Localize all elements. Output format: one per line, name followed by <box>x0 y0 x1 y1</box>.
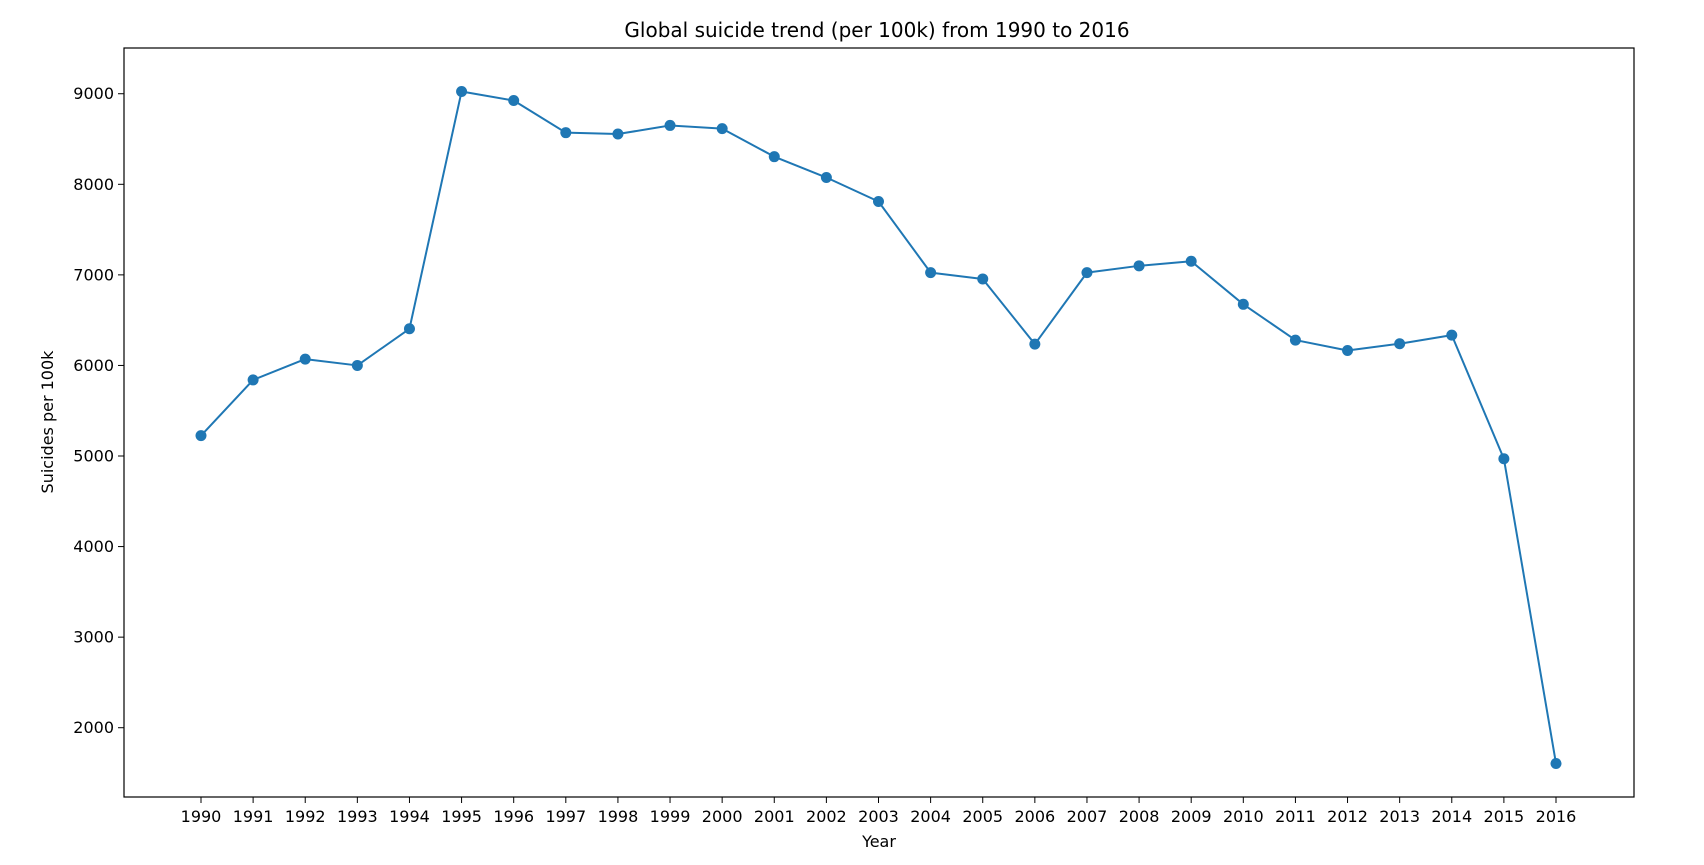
x-tick-label: 2011 <box>1275 807 1316 826</box>
data-point-2006 <box>1029 338 1041 350</box>
chart-title: Global suicide trend (per 100k) from 199… <box>624 18 1129 42</box>
data-point-2013 <box>1394 338 1406 350</box>
x-tick-label: 2003 <box>858 807 899 826</box>
x-tick-label: 2014 <box>1431 807 1472 826</box>
data-point-1999 <box>664 119 676 131</box>
y-tick-label: 5000 <box>73 447 114 466</box>
y-tick-label: 9000 <box>73 84 114 103</box>
data-point-1995 <box>456 85 468 97</box>
x-tick-label: 2010 <box>1223 807 1264 826</box>
data-point-1998 <box>612 128 624 140</box>
x-tick-label: 2009 <box>1171 807 1212 826</box>
y-tick-label: 8000 <box>73 175 114 194</box>
x-tick-label: 2007 <box>1067 807 1108 826</box>
x-tick-label: 1993 <box>337 807 378 826</box>
data-point-2010 <box>1237 298 1249 310</box>
x-tick-label: 1996 <box>493 807 534 826</box>
x-tick-label: 1999 <box>650 807 691 826</box>
data-point-1996 <box>508 95 520 107</box>
y-tick-label: 2000 <box>73 718 114 737</box>
y-tick-label: 7000 <box>73 265 114 284</box>
x-tick-label: 2000 <box>702 807 743 826</box>
y-tick-label: 3000 <box>73 628 114 647</box>
data-point-1992 <box>299 353 311 365</box>
series-line <box>200 90 1557 765</box>
x-tick-label: 2006 <box>1014 807 1055 826</box>
data-point-2002 <box>820 172 832 184</box>
data-point-2012 <box>1342 344 1354 356</box>
x-tick-label: 1998 <box>598 807 639 826</box>
y-axis-label: Suicides per 100k <box>38 350 57 494</box>
data-point-2003 <box>873 196 884 208</box>
data-point-2014 <box>1446 329 1458 341</box>
x-tick-label: 2004 <box>910 807 951 826</box>
data-point-1991 <box>247 374 259 386</box>
data-point-2015 <box>1498 453 1510 465</box>
x-tick-label: 2005 <box>962 807 1003 826</box>
data-point-2016 <box>1550 757 1562 769</box>
data-point-2008 <box>1133 260 1145 272</box>
data-point-2000 <box>716 123 728 135</box>
x-tick-label: 1997 <box>545 807 586 826</box>
data-point-2009 <box>1185 255 1197 267</box>
data-point-2011 <box>1289 334 1301 346</box>
x-tick-label: 2008 <box>1119 807 1160 826</box>
x-tick-label: 2002 <box>806 807 847 826</box>
series-line-group <box>195 85 1562 769</box>
data-point-2004 <box>925 267 937 279</box>
data-point-1993 <box>351 359 363 371</box>
x-tick-label: 1995 <box>441 807 482 826</box>
data-point-1994 <box>403 323 415 335</box>
y-axis: 2000 3000 4000 5000 6000 7000 8000 9000 <box>73 84 124 737</box>
data-point-1997 <box>560 127 572 139</box>
x-axis-label: Year <box>861 832 896 851</box>
data-point-2005 <box>977 273 989 285</box>
x-tick-label: 2012 <box>1327 807 1368 826</box>
x-tick-label: 2013 <box>1379 807 1420 826</box>
y-tick-label: 4000 <box>73 537 114 556</box>
data-point-1990 <box>195 430 207 442</box>
x-tick-label: 1994 <box>389 807 430 826</box>
plot-frame <box>123 47 1635 798</box>
x-tick-label: 1991 <box>233 807 274 826</box>
x-tick-label: 2016 <box>1536 807 1577 826</box>
x-axis: 1990 1991 1992 1993 1994 1995 1996 1997 1998 1999… <box>181 797 1577 826</box>
x-tick-label: 2001 <box>754 807 795 826</box>
data-point-2001 <box>768 151 780 163</box>
x-tick-label: 2015 <box>1484 807 1525 826</box>
x-tick-label: 1990 <box>181 807 222 826</box>
y-tick-label: 6000 <box>73 356 114 375</box>
data-point-2007 <box>1081 267 1093 279</box>
x-tick-label: 1992 <box>285 807 326 826</box>
